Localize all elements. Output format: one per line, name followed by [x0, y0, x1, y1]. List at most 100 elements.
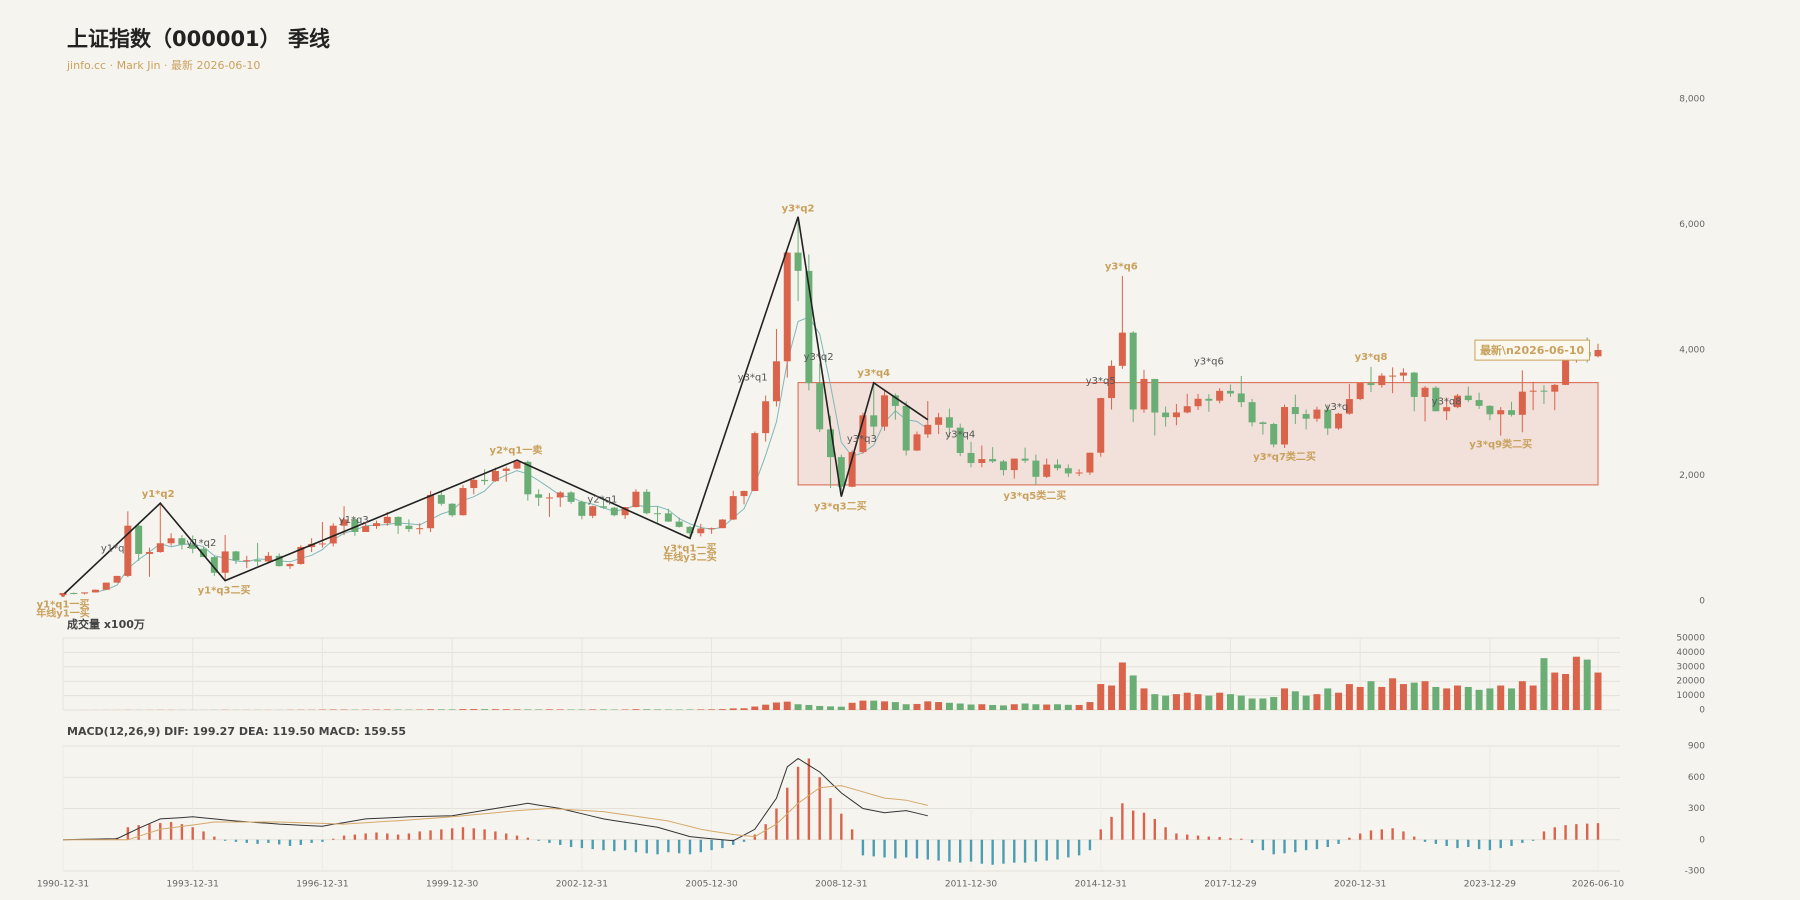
candle-body — [1216, 390, 1224, 401]
macd-bar — [1240, 838, 1243, 840]
annotation: 年线y3二买 — [663, 551, 716, 564]
volume-bar — [1259, 698, 1267, 710]
macd-bar — [386, 833, 389, 840]
volume-bar — [935, 702, 943, 710]
volume-bar — [1270, 697, 1278, 710]
candle-body — [524, 461, 532, 495]
annotation: y1*q3 — [339, 515, 369, 526]
volume-bar — [708, 709, 716, 710]
candle-body — [1399, 372, 1407, 376]
annotation: y3*q1一买 — [664, 543, 717, 555]
candle-body — [124, 525, 132, 576]
macd-bar — [1294, 839, 1297, 853]
candle-body — [1043, 464, 1051, 477]
macd-bar — [494, 831, 497, 840]
macd-bar — [202, 831, 205, 840]
volume-bar — [1010, 704, 1018, 710]
volume-bar — [1572, 656, 1580, 710]
volume-bar — [481, 709, 489, 710]
candle-body — [481, 479, 489, 482]
candle-body — [1335, 413, 1343, 429]
macd-bar — [1467, 839, 1470, 848]
macd-bar — [407, 833, 411, 840]
annotation: y3*q — [1325, 402, 1349, 413]
candle-body — [740, 490, 748, 497]
macd-bar — [1196, 835, 1200, 840]
macd-bar — [288, 839, 292, 846]
candle-body — [1021, 458, 1029, 461]
macd-bar — [1088, 839, 1092, 851]
macd-bar — [948, 839, 951, 862]
macd-bar — [332, 838, 335, 840]
volume-bar — [502, 709, 510, 710]
candle-body — [1324, 409, 1332, 429]
candle-body — [1237, 393, 1245, 403]
macd-bar — [1261, 839, 1265, 851]
candle-body — [1140, 378, 1148, 410]
candle-body — [243, 560, 251, 562]
x-tick-label: 2011-12-30 — [945, 880, 998, 890]
macd-bar — [375, 832, 378, 840]
macd-bar — [1207, 836, 1211, 840]
candle-body — [697, 528, 705, 534]
candle-body — [1356, 383, 1364, 400]
macd-bar — [1488, 839, 1492, 851]
macd-bar — [342, 835, 346, 840]
candle-body — [210, 557, 218, 573]
volume-bar — [448, 709, 456, 710]
candle-body — [772, 361, 780, 402]
candle-body — [1421, 387, 1429, 397]
candle-body — [1594, 350, 1602, 357]
volume-bar — [427, 709, 435, 710]
candle-body — [275, 555, 283, 567]
candle-body — [448, 503, 456, 516]
x-tick-label: 2014-12-31 — [1075, 880, 1127, 890]
candle-body — [545, 497, 553, 499]
candle-body — [567, 492, 575, 502]
macd-bar — [1056, 839, 1059, 860]
macd-bar — [418, 831, 421, 840]
macd-bar — [245, 839, 248, 843]
pen-line — [62, 216, 929, 596]
volume-bar — [1194, 694, 1202, 710]
macd-bar — [1013, 839, 1016, 863]
volume-bar — [1129, 675, 1137, 710]
volume-bar — [654, 709, 662, 710]
x-tick-label: 2023-12-29 — [1464, 880, 1517, 890]
macd-bar — [926, 839, 929, 860]
volume-bar — [535, 709, 543, 710]
annotation-box — [1474, 339, 1591, 361]
volume-bar — [729, 708, 737, 710]
annotation: y3*q2 — [782, 203, 815, 214]
volume-bar — [589, 709, 597, 710]
macd-bar — [1413, 836, 1416, 840]
x-tick-label: 1993-12-31 — [167, 880, 219, 890]
candle-body — [1378, 375, 1386, 386]
candle-body — [1097, 398, 1105, 453]
volume-bar — [1205, 695, 1213, 710]
x-tick-label: 2020-12-31 — [1334, 880, 1386, 890]
macd-bar — [267, 839, 270, 843]
volume-bar — [621, 709, 629, 710]
y-tick-label: 4,000 — [1679, 346, 1705, 356]
macd-bar — [688, 839, 692, 855]
annotation: y1*q1一买 — [37, 598, 90, 610]
candle-body — [1162, 412, 1170, 418]
volume-bar — [491, 709, 499, 710]
volume-bar — [718, 709, 726, 710]
macd-bar — [656, 839, 659, 855]
annotation: y3*q5 — [1086, 376, 1116, 387]
x-tick-label: 2008-12-31 — [815, 880, 867, 890]
candle-body — [729, 496, 737, 520]
candle-body — [70, 592, 78, 594]
volume-bar — [1064, 704, 1072, 710]
macd-bar — [1434, 839, 1438, 844]
annotation: y3*q6 — [1105, 262, 1138, 273]
macd-bar — [1272, 839, 1275, 855]
volume-bar — [978, 704, 986, 710]
candle-body — [632, 491, 640, 508]
candle-body — [221, 551, 229, 573]
candle-body — [1248, 402, 1256, 423]
volume-bar — [837, 706, 845, 710]
volume-bar — [1389, 678, 1397, 710]
